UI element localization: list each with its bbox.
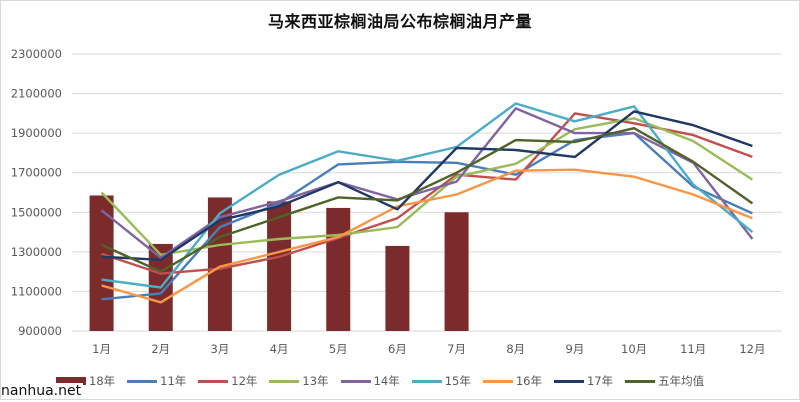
legend-line-swatch-icon [198, 379, 229, 383]
bar [385, 245, 410, 331]
y-tick-label: 900000 [18, 324, 62, 338]
bar [267, 201, 292, 331]
legend-item: 17年 [553, 373, 614, 389]
line-11年 [101, 131, 753, 301]
line-16年 [101, 168, 753, 304]
legend-line-swatch-icon [269, 379, 300, 383]
legend-item: 18年 [56, 373, 115, 389]
x-tick-label: 1月 [92, 342, 111, 356]
legend-item: 13年 [269, 373, 329, 389]
bar [444, 212, 469, 331]
legend-label: 15年 [444, 374, 471, 388]
y-tick-label: 1300000 [11, 245, 62, 259]
chart-legend: 18年 11年 12年 13年 14年 15年 16年 17年 五年均值 [56, 372, 716, 390]
legend-bar-swatch-icon [56, 377, 86, 385]
legend-line-swatch-icon [482, 379, 513, 383]
x-axis-labels: 1月 2月 3月 4月 5月 6月 7月 8月 9月 10月 11月 12月 [92, 342, 765, 356]
legend-label: 14年 [373, 374, 400, 388]
line-17年 [101, 110, 753, 261]
legend-line-swatch-icon [625, 379, 656, 383]
line-12年 [101, 112, 753, 275]
legend-label: 12年 [231, 374, 258, 388]
x-tick-label: 8月 [506, 342, 525, 356]
y-tick-label: 1900000 [11, 126, 62, 140]
legend-item: 15年 [411, 373, 471, 389]
x-tick-label: 2月 [151, 342, 170, 356]
legend-label: 五年均值 [658, 374, 705, 388]
legend-line-swatch-icon [411, 379, 442, 383]
line-series [100, 102, 754, 304]
legend-label: 13年 [302, 374, 329, 388]
y-tick-label: 2300000 [11, 47, 62, 61]
legend-item: 11年 [127, 373, 186, 389]
line-13年 [100, 117, 754, 257]
legend-label: 11年 [160, 374, 187, 388]
y-tick-label: 1700000 [11, 166, 62, 180]
legend-label: 18年 [89, 374, 116, 388]
gridlines [72, 53, 782, 332]
x-tick-label: 4月 [270, 342, 289, 356]
y-tick-label: 2100000 [11, 87, 62, 101]
legend-item: 五年均值 [625, 373, 704, 389]
bar [326, 207, 351, 331]
x-tick-label: 7月 [447, 342, 466, 356]
y-axis-labels: 2300000 2100000 1900000 1700000 1500000 13000… [11, 47, 62, 338]
watermark: nanhua.net [1, 383, 84, 399]
legend-label: 17年 [586, 374, 614, 388]
x-tick-label: 3月 [211, 342, 230, 356]
line-五年均值 [101, 126, 754, 273]
x-tick-label: 12月 [739, 342, 765, 356]
chart-title: 马来西亚棕榈油局公布棕榈油月产量 [267, 12, 532, 31]
legend-item: 16年 [482, 373, 542, 389]
x-tick-label: 9月 [566, 342, 585, 356]
legend-item: 14年 [340, 373, 400, 389]
y-tick-label: 1500000 [11, 205, 62, 219]
x-tick-label: 5月 [329, 342, 348, 356]
legend-item: 12年 [198, 373, 257, 389]
legend-line-swatch-icon [553, 379, 584, 383]
y-tick-label: 1100000 [11, 284, 62, 298]
legend-line-swatch-icon [127, 379, 158, 383]
legend-label: 16年 [515, 374, 542, 388]
x-tick-label: 6月 [388, 342, 407, 356]
legend-line-swatch-icon [340, 379, 371, 383]
x-tick-label: 11月 [680, 342, 706, 356]
x-tick-label: 10月 [621, 342, 647, 356]
